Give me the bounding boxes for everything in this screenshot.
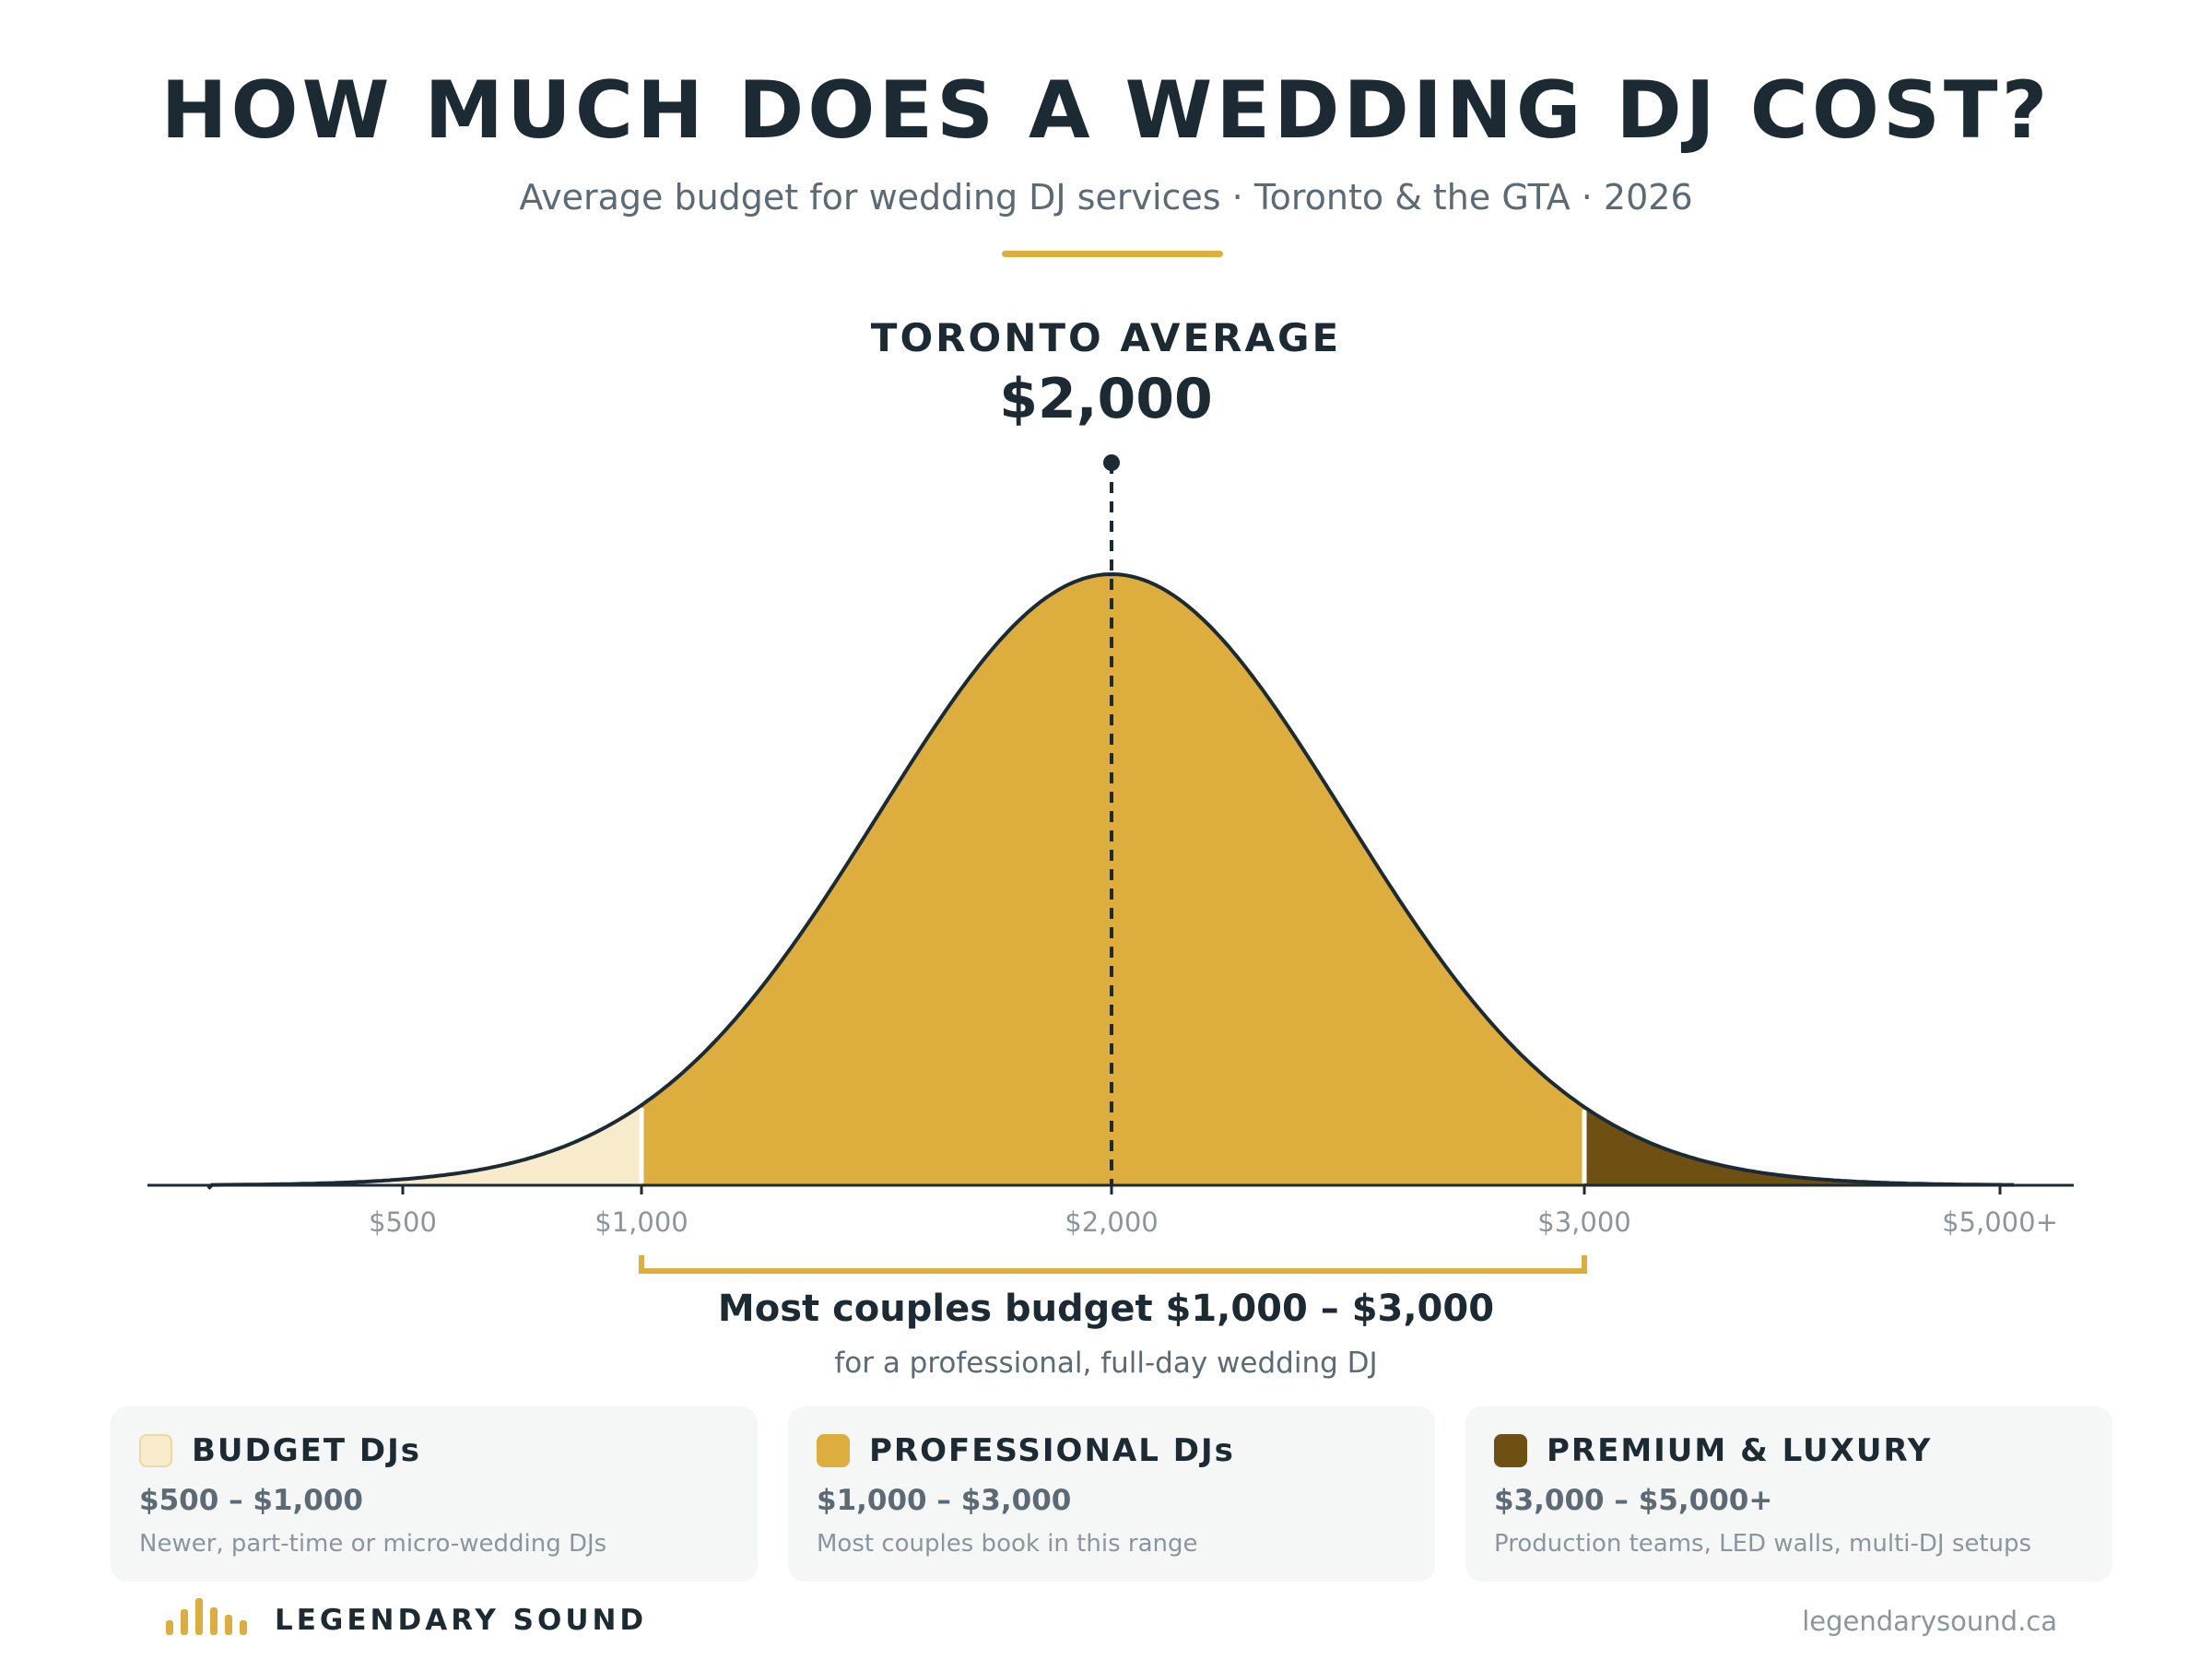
distribution-chart: $500 $1,000 $2,000 $3,000 $5,000+ bbox=[147, 454, 2074, 1274]
equalizer-bars-icon bbox=[166, 1598, 247, 1635]
legend-card-budget: BUDGET DJs $500 – $1,000 Newer, part-tim… bbox=[111, 1406, 758, 1582]
card-range: $1,000 – $3,000 bbox=[817, 1484, 1072, 1517]
average-label: TORONTO AVERAGE bbox=[870, 315, 1342, 360]
average-value: $2,000 bbox=[999, 367, 1213, 431]
legend-card-professional: PROFESSIONAL DJs $1,000 – $3,000 Most co… bbox=[788, 1406, 1435, 1582]
title-divider bbox=[1002, 251, 1223, 257]
premium-swatch bbox=[1494, 1434, 1527, 1467]
card-range: $3,000 – $5,000+ bbox=[1494, 1484, 1773, 1517]
card-description: Most couples book in this range bbox=[817, 1530, 1198, 1558]
card-title: PREMIUM & LUXURY bbox=[1547, 1432, 1933, 1469]
x-tick-label: $5,000+ bbox=[1942, 1206, 2058, 1238]
range-bracket bbox=[639, 1255, 1587, 1274]
range-note-sub: for a professional, full-day wedding DJ bbox=[834, 1347, 1378, 1380]
segment-areas bbox=[403, 574, 2014, 1185]
distribution-curve bbox=[206, 571, 2014, 1191]
x-tick-label: $500 bbox=[369, 1206, 437, 1238]
page-title: HOW MUCH DOES A WEDDING DJ COST? bbox=[160, 65, 2052, 157]
card-description: Newer, part-time or micro-wedding DJs bbox=[139, 1530, 607, 1558]
x-tick-label: $1,000 bbox=[594, 1206, 688, 1238]
budget-swatch bbox=[139, 1434, 172, 1467]
card-description: Production teams, LED walls, multi-DJ se… bbox=[1494, 1530, 2032, 1558]
card-range: $500 – $1,000 bbox=[139, 1484, 363, 1517]
brand-name: LEGENDARY SOUND bbox=[275, 1604, 648, 1637]
segment-premium-luxury bbox=[1584, 1107, 2014, 1185]
legend-card-premium: PREMIUM & LUXURY $3,000 – $5,000+ Produc… bbox=[1465, 1406, 2112, 1582]
x-tick-label: $3,000 bbox=[1537, 1206, 1630, 1238]
range-note-main: Most couples budget $1,000 – $3,000 bbox=[717, 1288, 1495, 1330]
segment-separators bbox=[639, 1108, 1587, 1183]
segment-budget-djs bbox=[403, 1105, 641, 1185]
average-marker-dot bbox=[1103, 454, 1120, 471]
page-subtitle: Average budget for wedding DJ services ·… bbox=[519, 177, 1693, 218]
website-link[interactable]: legendarysound.ca bbox=[1802, 1606, 2057, 1637]
card-title: BUDGET DJs bbox=[192, 1432, 422, 1469]
x-tick-label: $2,000 bbox=[1065, 1206, 1158, 1238]
professional-swatch bbox=[817, 1434, 850, 1467]
card-title: PROFESSIONAL DJs bbox=[869, 1432, 1235, 1469]
x-axis-ticks: $500 $1,000 $2,000 $3,000 $5,000+ bbox=[369, 1185, 2058, 1238]
